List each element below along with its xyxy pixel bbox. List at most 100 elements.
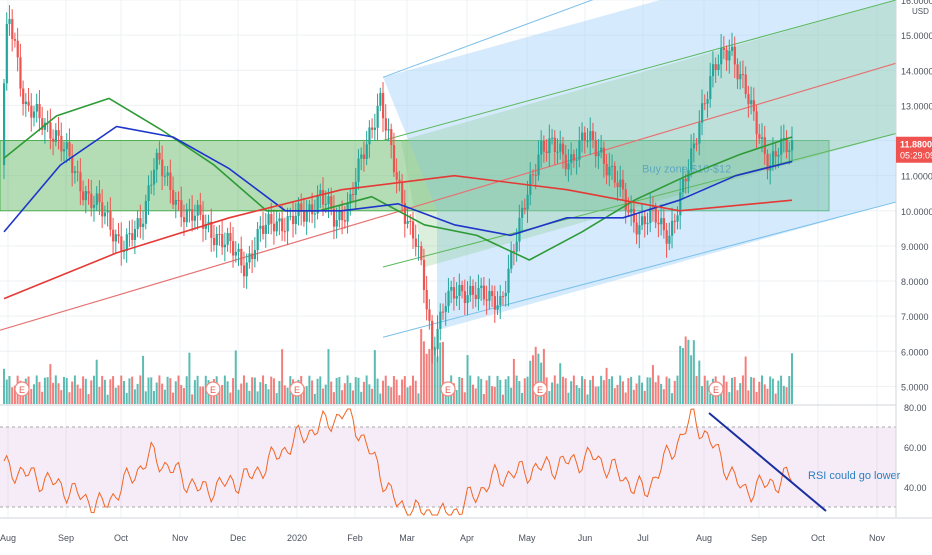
candle-body — [619, 179, 622, 188]
volume-bar — [542, 348, 545, 404]
candle-body — [553, 137, 556, 153]
volume-bar — [319, 376, 322, 404]
candle-body — [202, 214, 205, 229]
time-tick-label: Nov — [869, 533, 886, 543]
volume-bar — [613, 388, 616, 404]
volume-bar — [649, 377, 652, 404]
candle-body — [136, 218, 139, 230]
price-tick-label: 14.0000 — [901, 66, 932, 76]
candle-body — [461, 285, 464, 292]
volume-bar — [196, 375, 199, 404]
earnings-marker — [532, 381, 548, 397]
volume-bar — [5, 379, 8, 404]
candle-body — [471, 285, 475, 295]
volume-bar — [698, 360, 701, 404]
volume-bar — [158, 375, 161, 404]
candle-body — [654, 207, 657, 223]
candle-body — [635, 222, 638, 235]
volume-bar — [22, 393, 25, 404]
volume-bar — [253, 377, 256, 404]
candle-body — [709, 76, 712, 100]
candle-body — [711, 64, 715, 77]
candle-body — [766, 153, 769, 171]
candle-body — [501, 296, 505, 298]
candle-body — [668, 235, 671, 244]
volume-bar — [526, 376, 529, 404]
candle-body — [302, 211, 306, 222]
moving-averages — [3, 97, 793, 300]
volume-bar — [556, 383, 559, 404]
volume-bar — [605, 367, 608, 404]
candle-body — [357, 158, 360, 182]
candle-body — [112, 229, 115, 242]
volume-bar — [504, 379, 507, 404]
candle-body — [114, 234, 117, 242]
volume-bar — [362, 381, 365, 404]
candle-body — [463, 291, 467, 304]
volume-bar — [701, 386, 704, 404]
candle-body — [681, 178, 685, 193]
volume-bar — [417, 393, 420, 404]
candle-body — [455, 296, 458, 299]
candle-body — [308, 204, 311, 212]
candle-body — [621, 179, 625, 190]
candle-body — [155, 152, 158, 170]
moving-average-line — [3, 97, 793, 261]
volume-bar — [142, 355, 145, 404]
price-tick-label: 16.0000 — [901, 0, 932, 6]
volume-bar — [581, 376, 584, 404]
volume-bar — [218, 388, 221, 404]
volume-bar — [229, 392, 232, 404]
candle-body — [120, 236, 123, 252]
price-tick-label: 8.0000 — [901, 277, 929, 287]
time-tick-label: Sep — [58, 533, 74, 543]
countdown-label: 05:29:09 — [900, 151, 932, 161]
candle-body — [182, 217, 186, 223]
volume-bar — [575, 385, 578, 404]
candle-body — [30, 105, 33, 118]
volume-bar — [264, 383, 267, 404]
volume-bar — [493, 386, 496, 404]
candles — [3, 5, 794, 364]
candle-body — [411, 221, 415, 239]
candle-body — [343, 220, 347, 222]
candle-body — [447, 290, 450, 307]
volume-bar — [234, 350, 237, 404]
volume-bar — [439, 342, 442, 404]
volume-bar — [313, 393, 316, 404]
candle-body — [204, 223, 207, 229]
currency-label: USD — [912, 7, 929, 16]
volume-bar — [780, 375, 783, 404]
candle-body — [406, 220, 409, 224]
volume-bar — [98, 386, 101, 404]
volume-bar — [357, 377, 360, 404]
candle-body — [294, 215, 297, 225]
time-tick-label: Apr — [460, 533, 474, 543]
candle-body — [398, 179, 401, 182]
candle-body — [771, 151, 775, 166]
volume-bar — [591, 375, 594, 404]
candle-body — [87, 191, 90, 194]
candle-body — [493, 296, 496, 310]
volume-bar — [602, 380, 605, 404]
volume-bar — [68, 392, 71, 404]
candle-body — [728, 50, 731, 61]
candle-body — [125, 234, 128, 251]
price-tick-label: 7.0000 — [901, 312, 929, 322]
candle-body — [439, 311, 442, 329]
volume-bar — [553, 375, 556, 404]
candle-body — [218, 234, 221, 236]
candle-body — [600, 147, 603, 153]
volume-bar — [90, 380, 93, 404]
candle-body — [616, 182, 619, 188]
volume-bar — [278, 380, 281, 404]
volume-bar — [139, 375, 142, 404]
volume-bar — [308, 375, 311, 404]
volume-bar — [589, 380, 592, 404]
volume-bar — [785, 387, 788, 404]
volume-bar — [728, 392, 731, 404]
volume-bar — [679, 345, 682, 404]
time-tick-label: Dec — [230, 533, 247, 543]
